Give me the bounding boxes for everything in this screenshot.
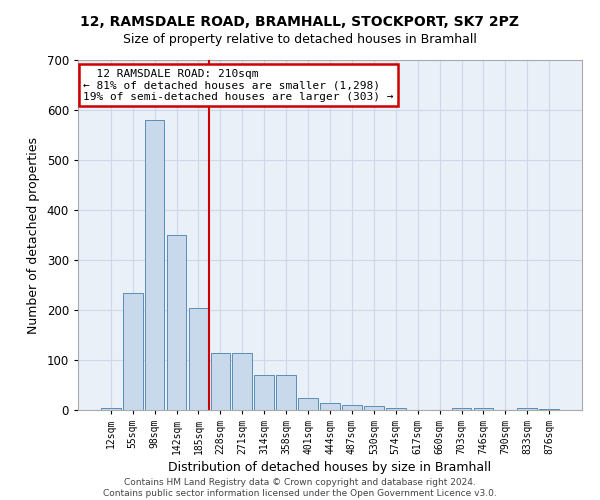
Bar [123,292,143,410]
Bar [101,408,121,410]
Text: 12, RAMSDALE ROAD, BRAMHALL, STOCKPORT, SK7 2PZ: 12, RAMSDALE ROAD, BRAMHALL, STOCKPORT, … [80,15,520,29]
Bar [276,375,296,410]
Y-axis label: Number of detached properties: Number of detached properties [27,136,40,334]
Bar [211,352,230,410]
Text: Size of property relative to detached houses in Bramhall: Size of property relative to detached ho… [123,32,477,46]
Bar [167,235,187,410]
Bar [232,352,252,410]
Bar [364,406,384,410]
Bar [386,408,406,410]
Bar [298,398,318,410]
Bar [320,402,340,410]
Text: Contains HM Land Registry data © Crown copyright and database right 2024.
Contai: Contains HM Land Registry data © Crown c… [103,478,497,498]
Bar [473,408,493,410]
Bar [342,405,362,410]
Bar [517,408,537,410]
Text: 12 RAMSDALE ROAD: 210sqm
← 81% of detached houses are smaller (1,298)
19% of sem: 12 RAMSDALE ROAD: 210sqm ← 81% of detach… [83,69,394,102]
Bar [145,120,164,410]
X-axis label: Distribution of detached houses by size in Bramhall: Distribution of detached houses by size … [169,461,491,474]
Bar [188,308,208,410]
Bar [539,408,559,410]
Bar [452,408,472,410]
Bar [254,375,274,410]
